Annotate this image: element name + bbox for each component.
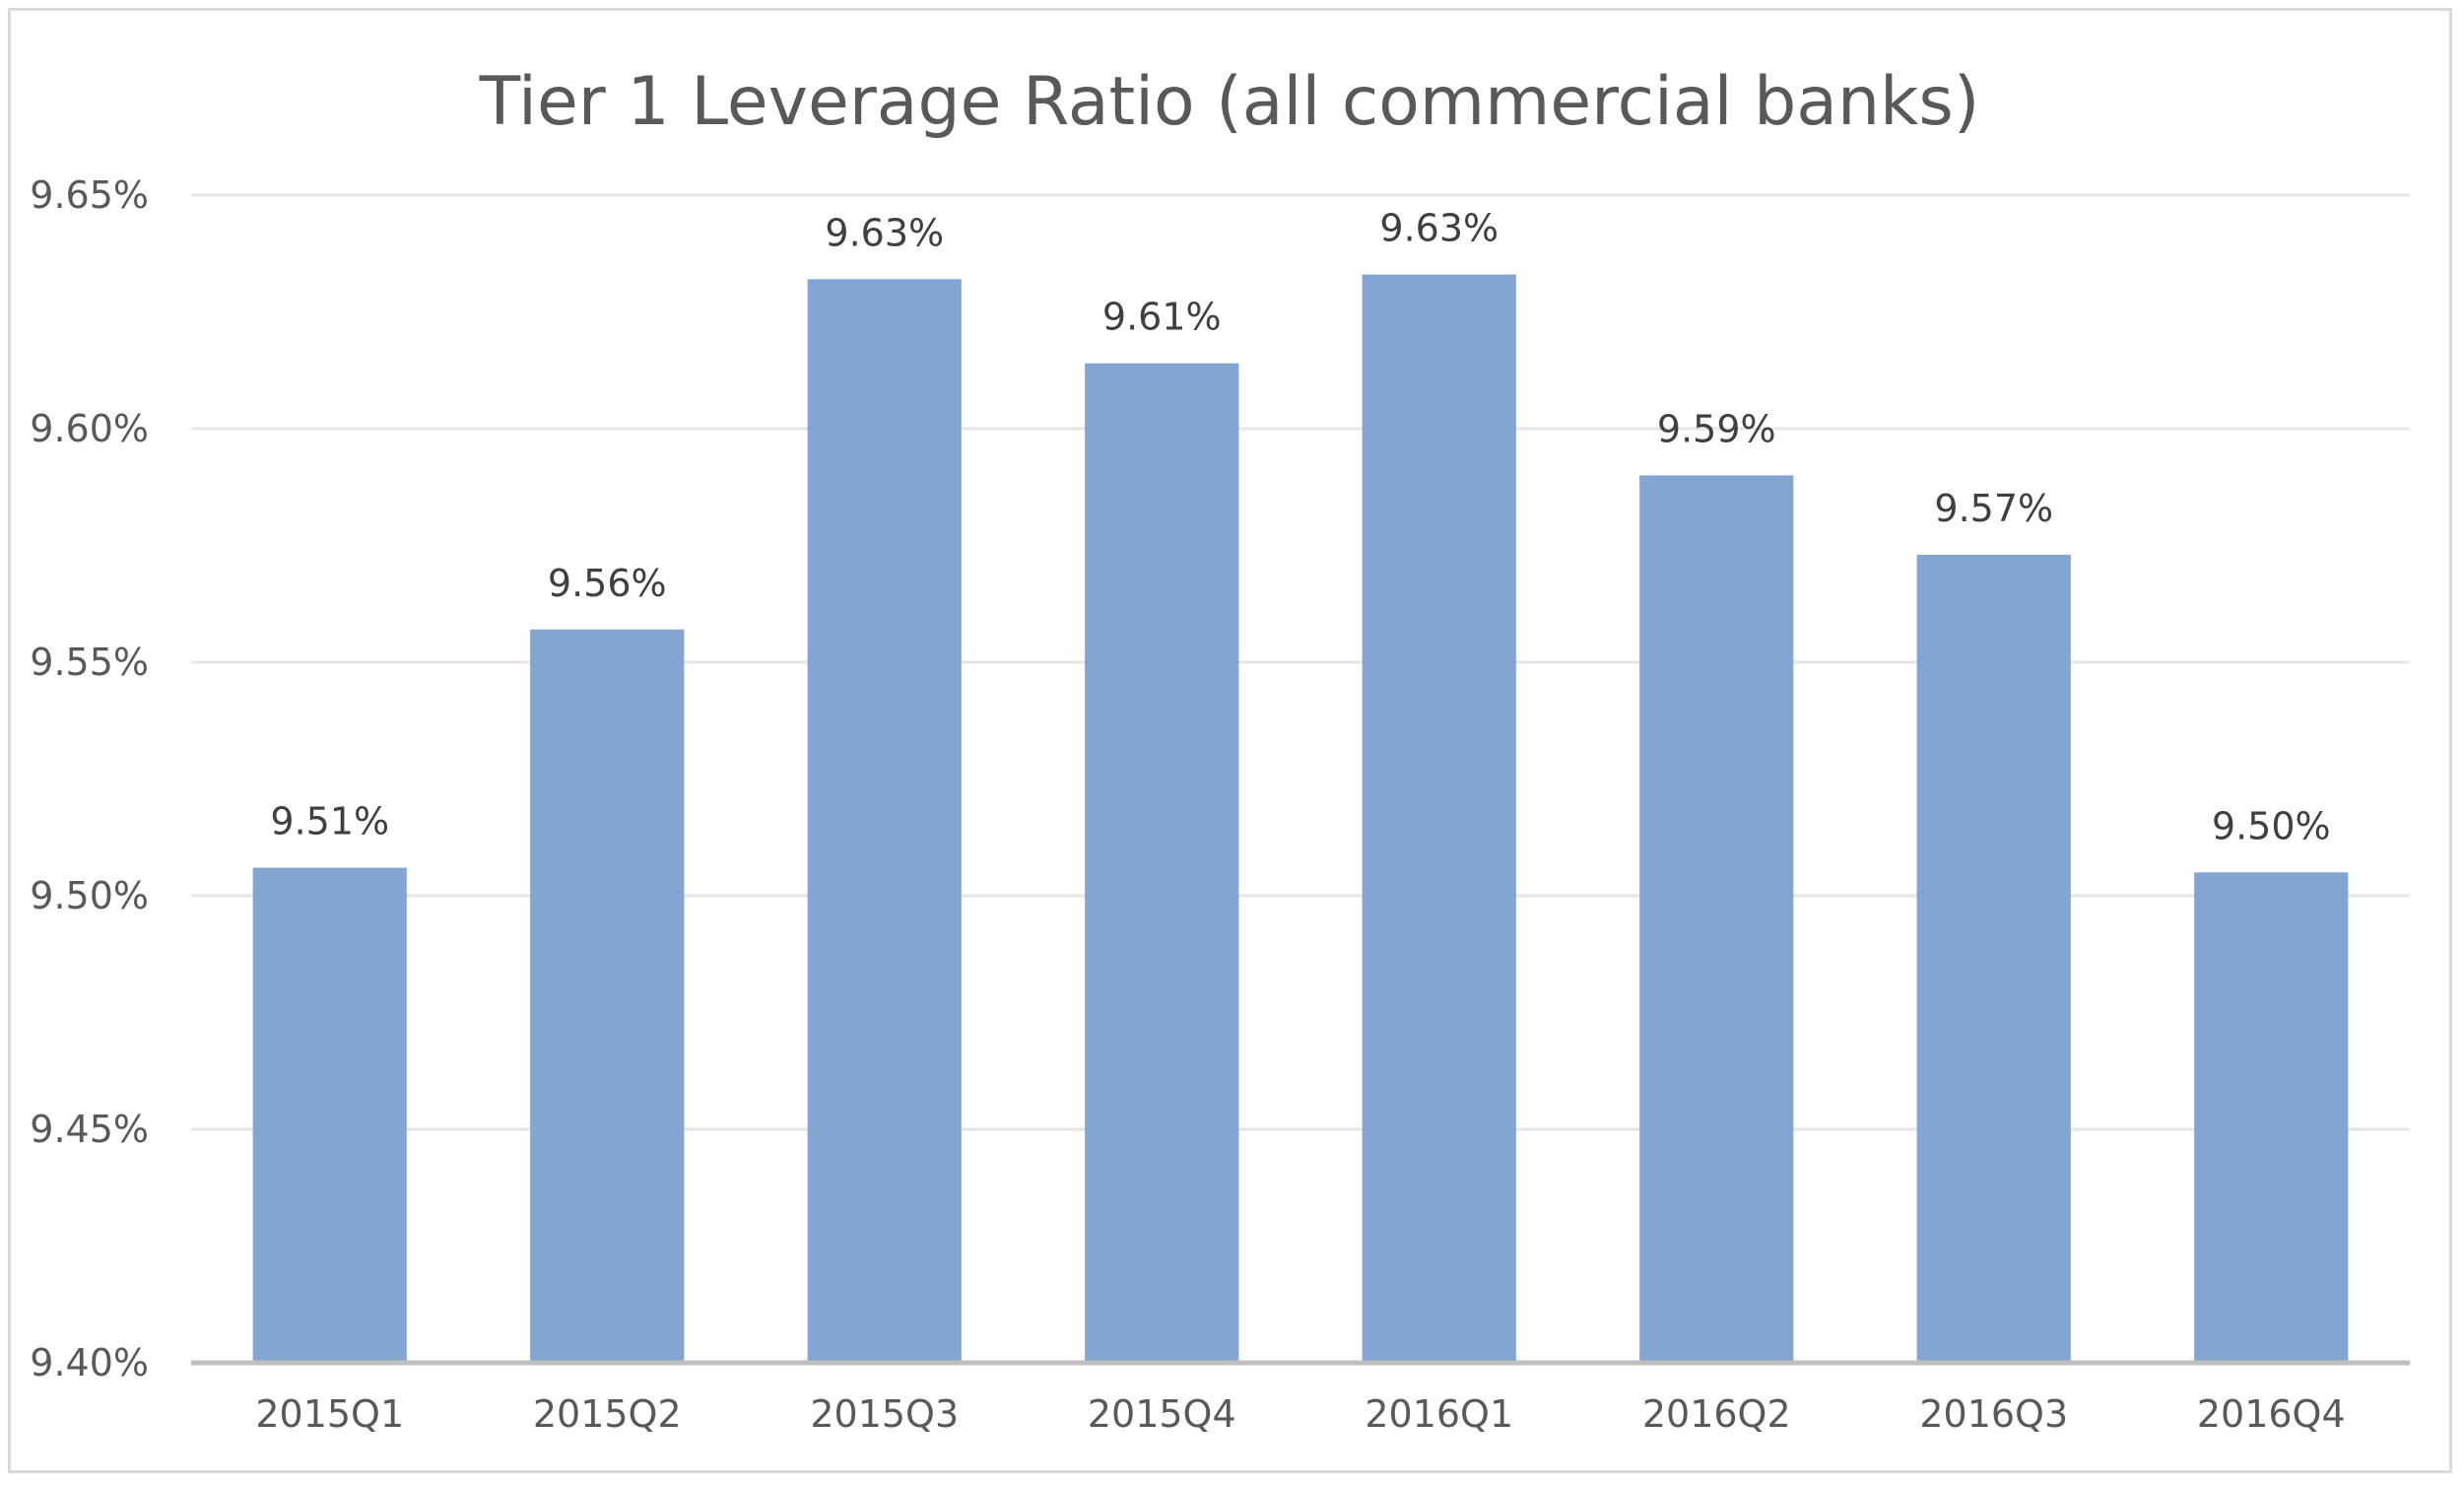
data-label: 9.63%	[825, 211, 944, 254]
gridlines	[191, 193, 2410, 1131]
y-axis-ticks: 9.40% 9.45% 9.50% 9.55% 9.60% 9.65%	[30, 173, 149, 1384]
data-labels: 9.51% 9.56% 9.63% 9.61% 9.63% 9.59% 9.57% 9.50%	[270, 207, 2330, 848]
bar	[252, 867, 407, 1363]
data-label: 9.56%	[548, 562, 667, 605]
chart-frame: Tier 1 Leverage Ratio (all commercial ba…	[8, 8, 2452, 1473]
bar	[530, 629, 685, 1363]
y-tick-label: 9.55%	[30, 641, 149, 684]
x-category-label: 2016Q4	[2197, 1392, 2346, 1436]
y-tick-label: 9.40%	[30, 1341, 149, 1384]
x-category-label: 2016Q3	[1919, 1392, 2068, 1436]
bar	[1362, 274, 1516, 1364]
x-category-label: 2015Q4	[1088, 1392, 1236, 1436]
bar	[2194, 872, 2349, 1363]
x-category-label: 2016Q1	[1365, 1392, 1513, 1436]
data-label: 9.61%	[1102, 296, 1222, 339]
data-label: 9.57%	[1934, 487, 2053, 530]
data-label: 9.59%	[1657, 407, 1776, 450]
bar	[1916, 554, 2071, 1363]
y-tick-label: 9.45%	[30, 1108, 149, 1151]
x-category-label: 2015Q2	[533, 1392, 682, 1436]
y-tick-label: 9.50%	[30, 874, 149, 917]
y-tick-label: 9.65%	[30, 173, 149, 217]
x-category-label: 2016Q2	[1642, 1392, 1791, 1436]
bar	[1085, 363, 1239, 1363]
data-label: 9.51%	[270, 800, 389, 844]
chart-title: Tier 1 Leverage Ratio (all commercial ba…	[479, 63, 1980, 141]
bar	[807, 279, 962, 1363]
x-axis-categories: 2015Q1 2015Q2 2015Q3 2015Q4 2016Q1 2016Q2 2016…	[255, 1392, 2345, 1436]
x-category-label: 2015Q3	[810, 1392, 959, 1436]
data-label: 9.50%	[2212, 804, 2331, 847]
x-category-label: 2015Q1	[255, 1392, 404, 1436]
bars	[252, 274, 2349, 1364]
y-tick-label: 9.60%	[30, 407, 149, 450]
bar	[1639, 475, 1794, 1363]
bar-chart: Tier 1 Leverage Ratio (all commercial ba…	[30, 63, 2410, 1436]
data-label: 9.63%	[1379, 207, 1498, 250]
